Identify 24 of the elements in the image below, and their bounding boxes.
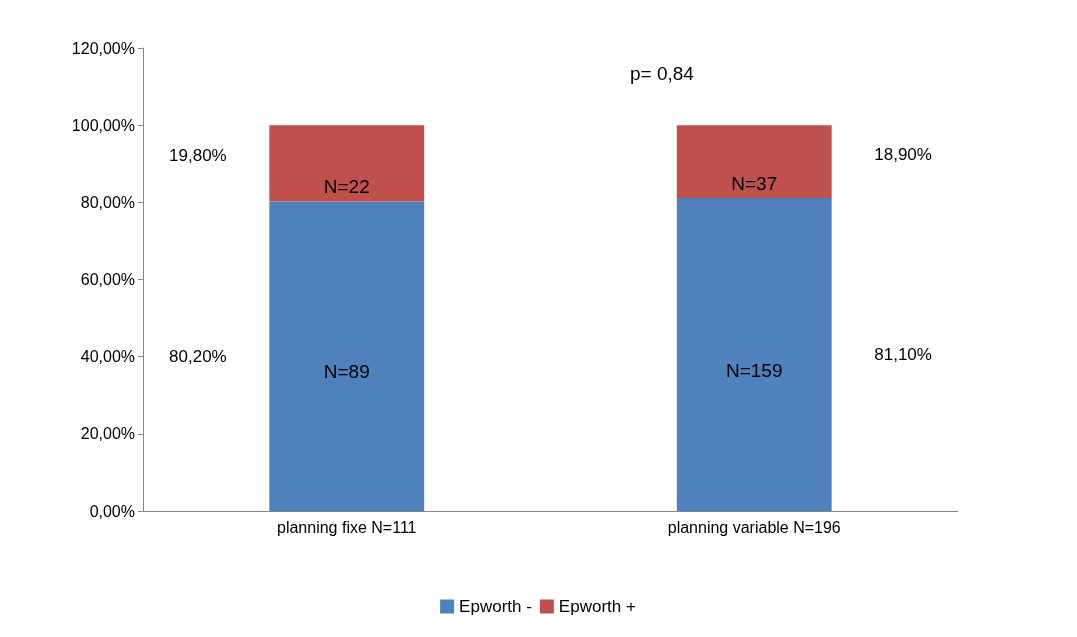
bar [269,201,425,511]
annotation: 80,20% [169,346,227,366]
annotation: N=22 [323,175,370,197]
legend-label: Epworth - [459,597,532,616]
y-tick-label: 40,00% [80,348,135,366]
annotation: N=159 [725,359,783,381]
y-tick-label: 100,00% [71,116,135,134]
bar [269,125,425,202]
annotation: p= 0,84 [630,63,695,84]
y-tick-label: 60,00% [80,271,135,288]
x-tick-label: planning variable N=196 [667,518,841,536]
y-tick-label: 80,00% [80,193,135,211]
y-tick-label: 120,00% [71,39,135,57]
annotation: N=89 [323,361,370,383]
legend-label: Epworth + [558,597,636,616]
annotation: 19,80% [169,146,227,166]
bar [676,198,832,511]
annotation: N=37 [731,173,778,194]
annotation: 81,10% [874,345,932,365]
x-tick-label: planning fixe N=111 [276,518,417,536]
y-tick-label: 0,00% [89,502,135,520]
y-tick-label: 20,00% [80,425,135,443]
annotation: 18,90% [874,144,932,164]
bar [676,125,832,199]
